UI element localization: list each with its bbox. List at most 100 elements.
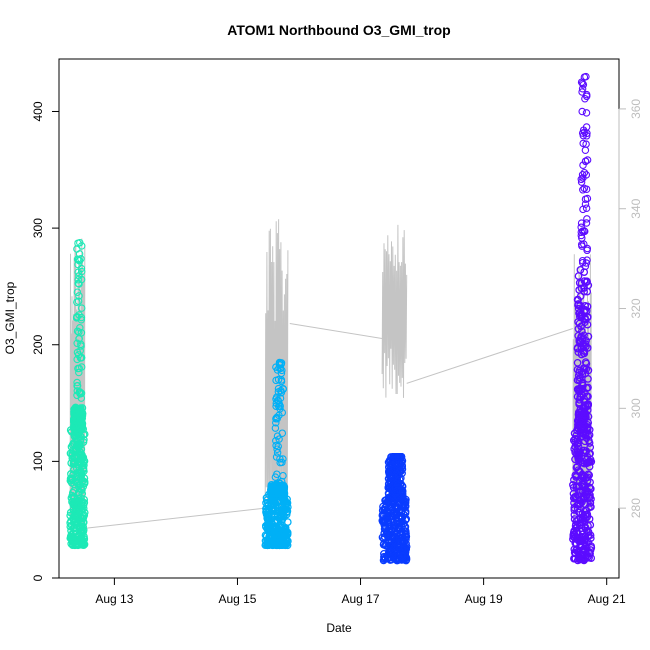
data-point: [77, 304, 86, 312]
data-point: [272, 501, 280, 510]
data-point: [277, 477, 286, 486]
data-point: [277, 489, 285, 498]
data-point: [380, 553, 388, 561]
data-point: [576, 392, 585, 401]
data-point: [586, 457, 594, 466]
data-point: [398, 491, 406, 499]
data-point: [73, 288, 82, 296]
data-point: [73, 414, 82, 422]
secondary-segment-2: [381, 224, 408, 398]
data-point: [75, 522, 84, 530]
data-point: [581, 200, 590, 208]
data-point: [577, 219, 586, 227]
data-point: [276, 479, 284, 488]
chart-title: ATOM1 Northbound O3_GMI_trop: [227, 22, 450, 38]
data-point: [584, 401, 592, 410]
data-point: [388, 527, 396, 535]
data-point: [582, 204, 591, 212]
data-point: [577, 474, 586, 482]
data-point: [280, 513, 288, 521]
x-axis: Aug 13 Aug 15 Aug 17 Aug 19 Aug 21: [95, 577, 626, 606]
data-point: [75, 328, 83, 336]
y-tick-label: 200: [31, 334, 45, 354]
data-point: [570, 476, 578, 484]
data-point: [582, 109, 591, 117]
data-point: [579, 139, 587, 148]
data-point: [78, 535, 87, 544]
data-point: [75, 292, 83, 300]
data-point: [575, 336, 584, 345]
data-point: [262, 499, 270, 507]
data-point: [72, 441, 81, 450]
data-point: [390, 534, 398, 543]
data-point: [580, 516, 588, 525]
data-point: [282, 501, 290, 510]
data-point: [586, 491, 594, 499]
data-point: [273, 445, 281, 453]
data-point: [77, 313, 86, 322]
data-point: [573, 385, 582, 394]
data-point: [572, 520, 580, 529]
data-point: [578, 515, 587, 523]
data-point: [73, 497, 81, 506]
data-point: [578, 171, 587, 179]
right-tick-label: 360: [629, 99, 643, 119]
data-point: [582, 219, 591, 227]
data-point: [580, 73, 589, 81]
y-tick-label: 100: [31, 451, 45, 471]
data-point: [578, 84, 587, 93]
data-point: [582, 140, 590, 148]
data-point: [573, 365, 582, 374]
data-point: [271, 424, 280, 432]
data-point: [583, 156, 592, 164]
data-point: [272, 441, 280, 450]
data-point: [573, 343, 582, 352]
data-point: [278, 429, 287, 437]
data-point: [584, 375, 592, 383]
data-point: [77, 520, 86, 529]
data-point: [272, 480, 280, 489]
secondary-connector-0: [86, 507, 266, 529]
data-point: [74, 239, 82, 247]
data-point: [580, 287, 588, 296]
data-point: [578, 378, 587, 387]
data-point: [570, 499, 578, 507]
data-points: [66, 72, 596, 565]
data-point: [582, 185, 591, 193]
data-point: [397, 466, 405, 475]
data-point: [577, 175, 586, 184]
data-point: [573, 295, 582, 304]
data-point: [79, 438, 88, 446]
data-point: [274, 375, 283, 384]
data-point: [76, 448, 85, 457]
data-point: [382, 514, 391, 522]
data-point: [276, 455, 284, 463]
data-point: [382, 528, 391, 536]
data-point: [582, 171, 591, 179]
secondary-series: [69, 219, 592, 543]
x-tick-label: Aug 19: [465, 592, 503, 606]
data-point: [73, 355, 81, 364]
data-point: [273, 414, 281, 423]
data-point: [574, 466, 583, 475]
data-point: [71, 506, 80, 515]
data-point: [573, 435, 582, 444]
data-point: [73, 391, 81, 400]
data-point: [577, 178, 586, 186]
data-point: [392, 550, 401, 559]
data-point: [386, 541, 394, 550]
data-point: [387, 493, 396, 501]
data-point: [394, 542, 403, 551]
data-point: [275, 435, 283, 443]
data-point: [583, 313, 592, 322]
data-point: [80, 498, 89, 507]
data-point: [576, 424, 585, 432]
secondary-connector-1: [289, 322, 383, 339]
data-point: [577, 223, 585, 232]
data-point: [77, 363, 86, 371]
y-axis: 0 100 200 300 400: [31, 101, 60, 581]
data-point: [71, 407, 80, 416]
secondary-segment-1: [264, 219, 289, 528]
data-point: [73, 313, 81, 322]
data-point: [73, 382, 81, 390]
